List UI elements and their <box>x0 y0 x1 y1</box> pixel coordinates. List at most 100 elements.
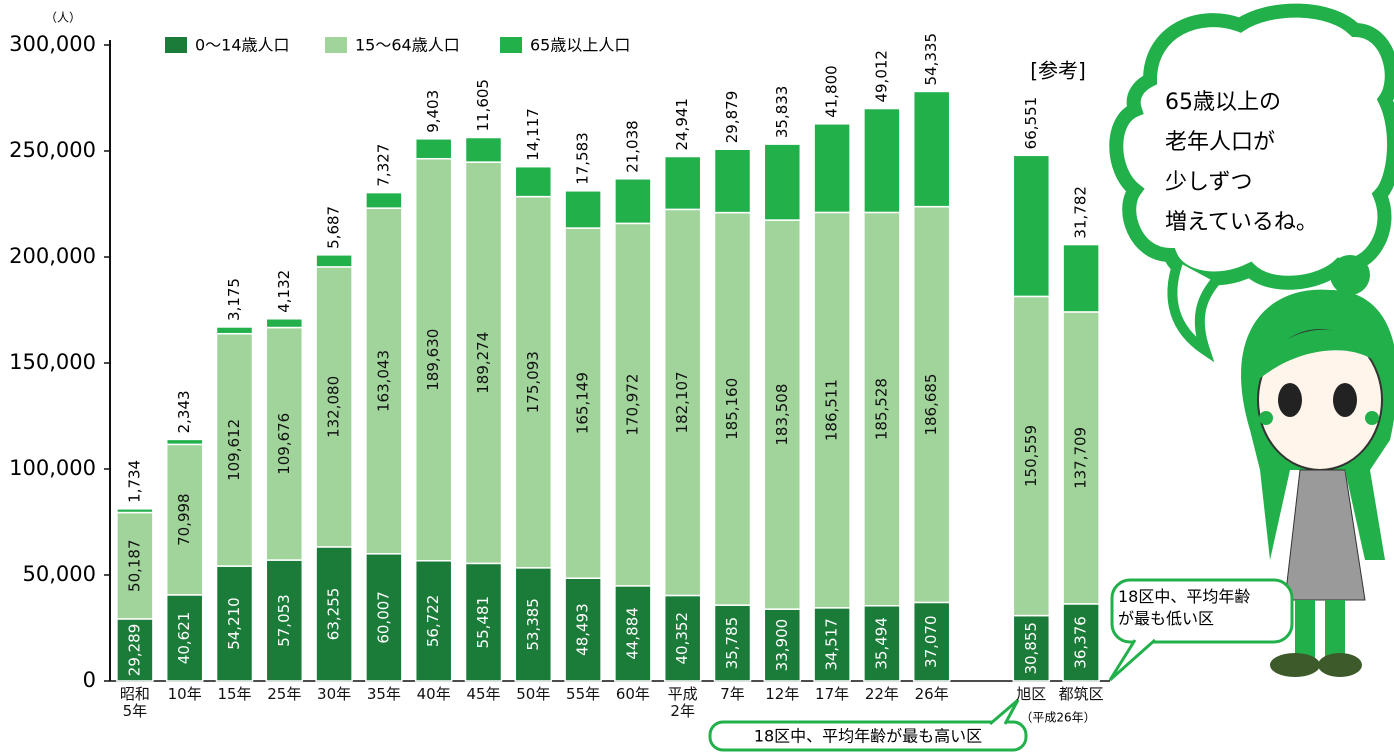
value-label: 53,385 <box>524 598 542 651</box>
x-tick-label: 55年 <box>566 685 601 703</box>
value-label: 54,210 <box>225 597 243 650</box>
value-label: 49,012 <box>872 50 890 103</box>
bar-segment <box>414 138 453 160</box>
bar-segment <box>365 191 403 209</box>
callout-high: 18区中、平均年齢が最も高い区 <box>754 727 982 746</box>
x-tick-label: 45年 <box>466 685 501 703</box>
bar-segment <box>464 136 503 163</box>
bar-segment <box>912 601 951 682</box>
bar-segment <box>215 565 254 682</box>
bar-segment <box>414 157 453 562</box>
y-tick-label: 200,000 <box>9 244 96 268</box>
x-tick-label: 60年 <box>615 685 650 703</box>
value-label: 4,132 <box>275 270 293 313</box>
value-label: 189,274 <box>474 332 492 394</box>
bar-segment <box>863 107 901 214</box>
bar-segment <box>365 207 403 555</box>
bar-segment <box>265 318 304 329</box>
bar-segment <box>514 195 553 569</box>
value-label: 31,782 <box>1072 186 1090 239</box>
y-tick-label: 150,000 <box>9 350 96 374</box>
bar-segment <box>564 190 602 229</box>
bar-segment <box>215 326 254 335</box>
bar-segment <box>215 332 254 567</box>
value-label: 63,255 <box>325 588 343 641</box>
value-label: 14,117 <box>524 108 542 161</box>
legend-label: 15～64歳人口 <box>355 36 460 55</box>
value-label: 40,621 <box>175 612 193 665</box>
value-label: 29,879 <box>723 91 741 144</box>
value-label: 163,043 <box>374 350 392 412</box>
x-tick-label: 30年 <box>317 685 352 703</box>
legend-swatch <box>500 37 522 53</box>
value-label: 137,709 <box>1072 427 1090 489</box>
value-label: 29,289 <box>125 624 143 677</box>
callout-box <box>1110 578 1294 644</box>
value-label: 109,676 <box>275 413 293 475</box>
x-tick-label: 40年 <box>416 685 451 703</box>
bar-segment <box>165 438 204 446</box>
value-label: 56,722 <box>424 595 442 648</box>
x-tick-label: 10年 <box>167 685 202 703</box>
value-label: 186,511 <box>823 379 841 441</box>
x-tick-label: 17年 <box>815 685 850 703</box>
value-label: 189,630 <box>424 329 442 391</box>
callout-low-box: 18区中、平均年齢 が最も低い区 <box>1118 587 1251 628</box>
bar-segment <box>464 161 503 565</box>
callout-pointer <box>1108 638 1156 682</box>
value-label: 175,093 <box>524 351 542 413</box>
character <box>1241 255 1394 677</box>
bar-segment <box>813 123 851 214</box>
y-tick-label: 250,000 <box>9 138 96 162</box>
value-label: 55,481 <box>474 596 492 649</box>
bar-segment <box>813 607 851 682</box>
value-label: 165,149 <box>574 372 592 434</box>
x-tick-label: 26年 <box>914 685 949 703</box>
bar-segment <box>514 567 553 682</box>
legend-swatch <box>165 37 187 53</box>
x-tick-label: 平成 2年 <box>667 685 698 720</box>
x-tick-label: 7年 <box>720 685 745 703</box>
bar-segment <box>365 553 403 682</box>
callout-box <box>708 720 1028 752</box>
value-label: 60,007 <box>374 591 392 644</box>
bar-segment <box>614 222 652 587</box>
bar-segment <box>116 618 154 682</box>
value-label: 50,187 <box>125 539 143 592</box>
bar-segment <box>315 546 353 682</box>
value-label: 5,687 <box>325 206 343 249</box>
x-tick-label: 50年 <box>516 685 551 703</box>
x-tick-label: 25年 <box>267 685 302 703</box>
bar-segment <box>1012 295 1051 617</box>
bar-segment <box>763 143 802 221</box>
bubble-line: 少しずつ <box>1165 170 1253 195</box>
x-tick-label: 22年 <box>864 685 899 703</box>
value-label: 40,352 <box>673 612 691 665</box>
value-label: 70,998 <box>175 493 193 546</box>
bar-segment <box>315 266 353 548</box>
callout-low: 18区中、平均年齢 が最も低い区 <box>1118 587 1251 628</box>
value-label: 37,070 <box>922 615 940 668</box>
x-tick-label: 都筑区 <box>1058 685 1104 703</box>
speech-tail <box>1167 260 1219 363</box>
bar-segment <box>663 155 702 211</box>
value-label: 33,900 <box>773 619 791 672</box>
bar-segment <box>863 211 901 607</box>
bar-segment <box>813 211 851 609</box>
value-label: 9,403 <box>424 90 442 133</box>
value-label: 44,884 <box>623 607 641 660</box>
bar-segment <box>713 148 752 214</box>
y-tick-label: 100,000 <box>9 456 96 480</box>
bar-segment <box>165 443 204 596</box>
bar-segment <box>614 585 652 682</box>
value-label: 41,800 <box>823 65 841 118</box>
value-label: 2,343 <box>175 390 193 433</box>
x-tick-label: 昭和 5年 <box>119 685 150 720</box>
value-label: 35,785 <box>723 617 741 670</box>
value-label: 66,551 <box>1022 97 1040 150</box>
y-unit: （人） <box>45 11 81 25</box>
bar-segment <box>1012 154 1051 298</box>
value-label: 35,833 <box>773 86 791 139</box>
value-label: 17,583 <box>574 132 592 185</box>
